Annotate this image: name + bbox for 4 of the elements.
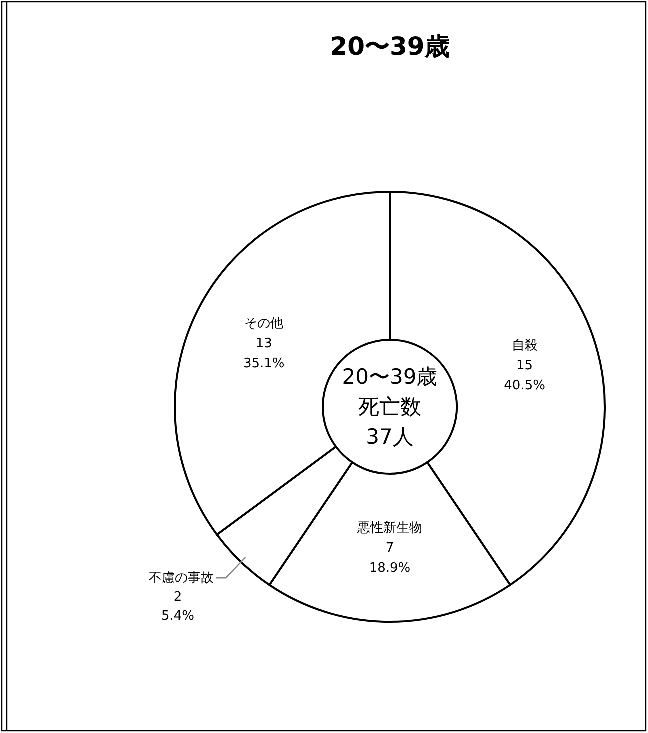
text: 20〜39歳 (342, 365, 438, 389)
chart-title: 20〜39歳 (330, 32, 450, 61)
text: 37人 (366, 425, 414, 449)
text: 死亡数 (358, 395, 422, 419)
